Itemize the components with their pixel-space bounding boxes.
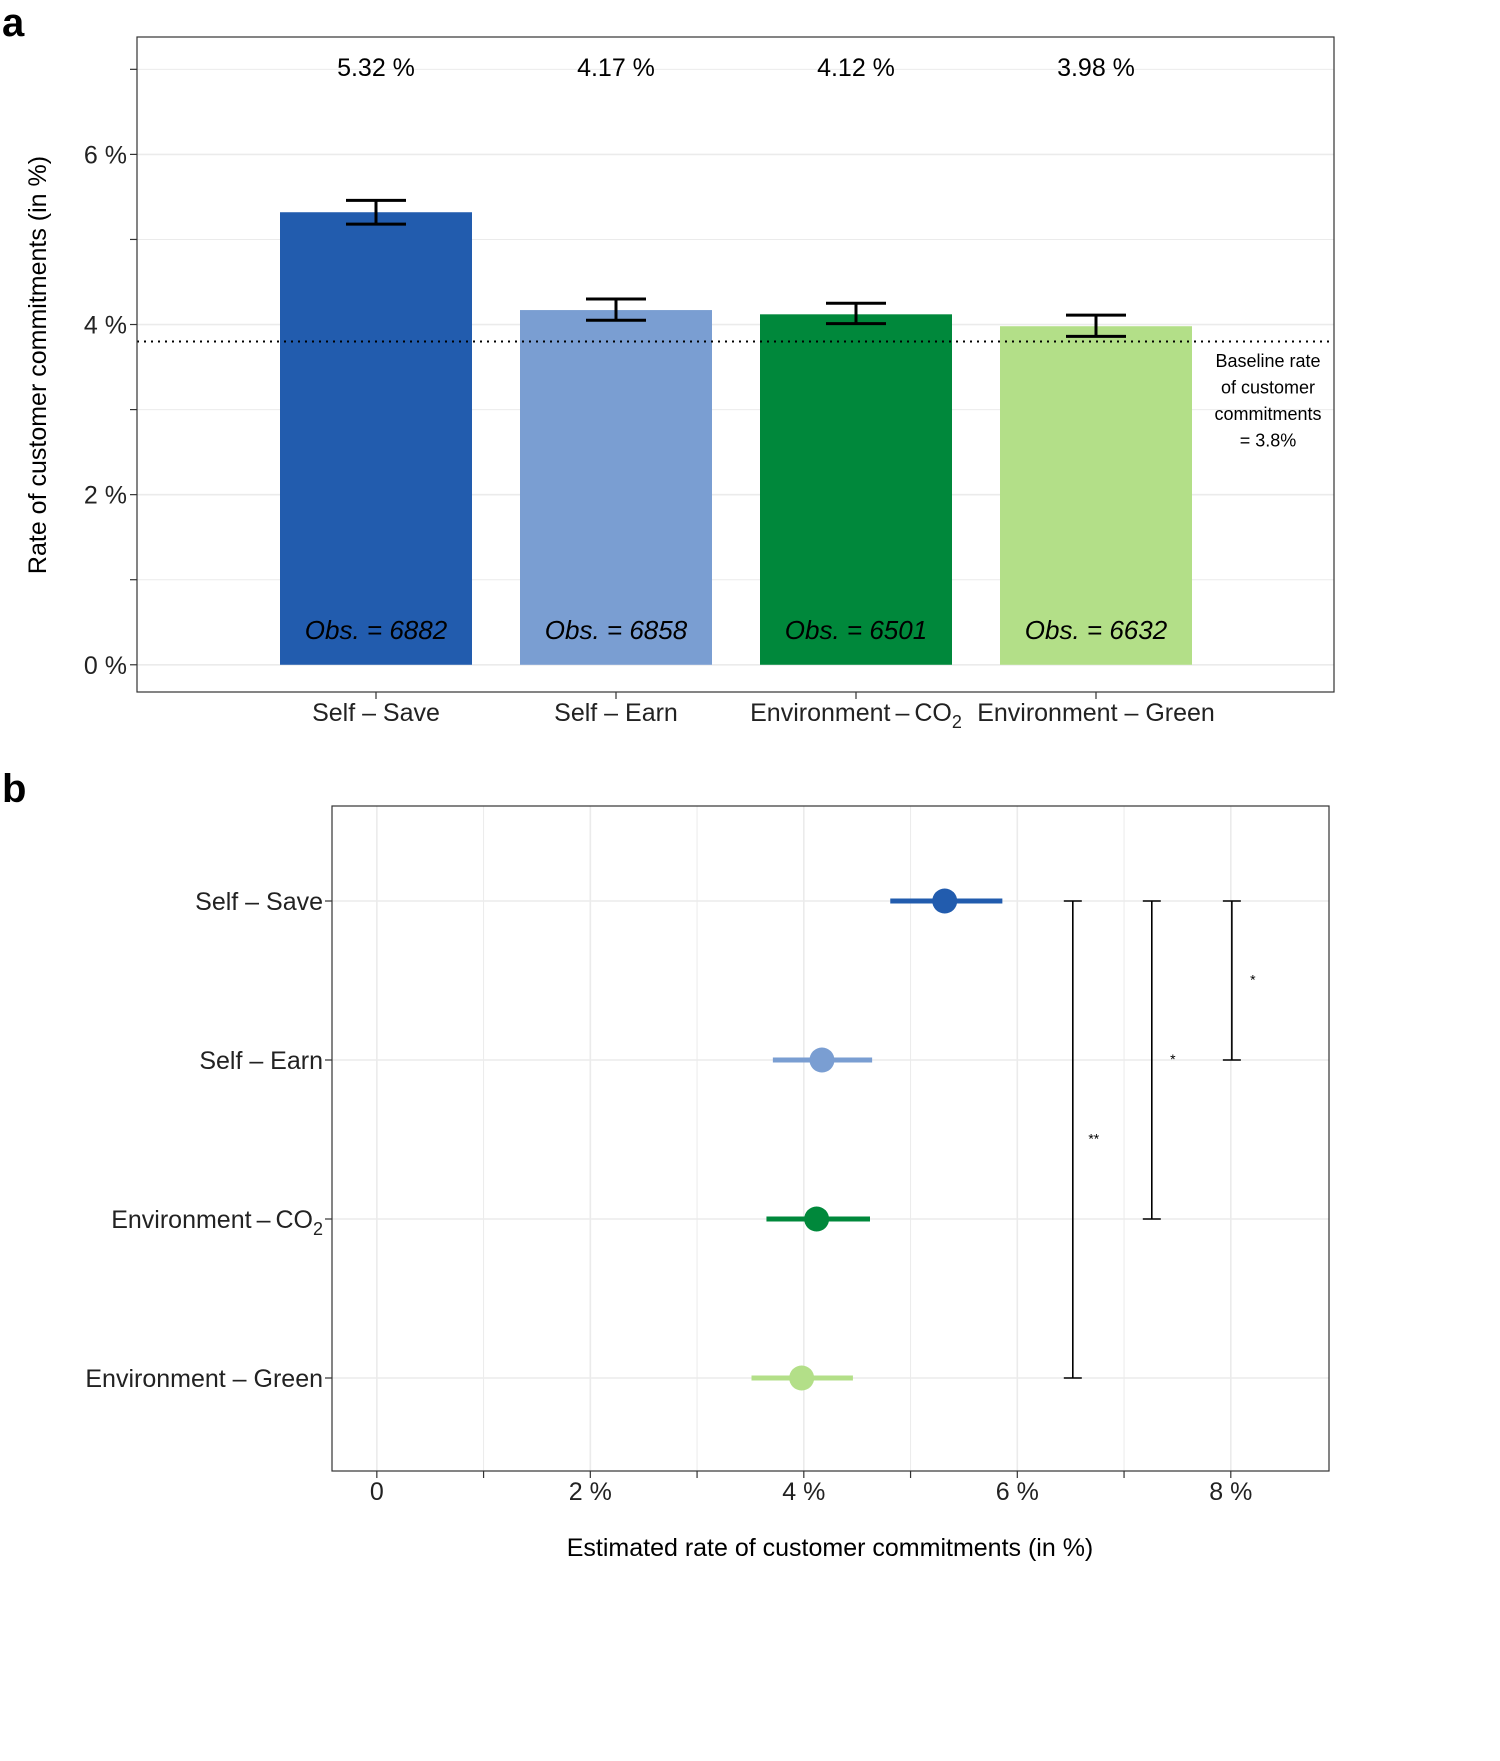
significance-label: * (1170, 1051, 1176, 1067)
panel-a-value-labels: 5.32 % 4.17 % 4.12 % 3.98 % (337, 54, 1135, 82)
error-bar (346, 198, 406, 226)
panel-a-y-axis: 0 % 2 % 4 % 6 % (84, 68, 137, 680)
x-tick-label: Self – Save (312, 699, 440, 727)
panel-b-letter: b (2, 767, 26, 811)
panel-a-error-bars (346, 198, 1126, 338)
panel-a-bars (280, 212, 1192, 665)
x-tick-label: 4 % (782, 1478, 825, 1506)
bar (280, 212, 472, 665)
y-tick-label: 6 % (84, 141, 127, 169)
panel-b-significance-brackets: **** (1063, 900, 1256, 1379)
baseline-note-line: commitments (1214, 404, 1321, 424)
x-tick-label: Self – Earn (554, 699, 678, 727)
panel-b-estimates (751, 888, 1003, 1391)
estimate (890, 888, 1003, 914)
panel-b-frame (331, 805, 1330, 1472)
y-tick-label: 0 % (84, 652, 127, 680)
bar-obs-label: Obs. = 6632 (1025, 615, 1168, 645)
estimate (766, 1206, 870, 1232)
estimate-point (809, 1047, 835, 1073)
bar-value-label: 4.12 % (817, 54, 895, 82)
x-tick-label: 0 (370, 1478, 384, 1506)
estimate-point (932, 888, 958, 914)
bar (520, 310, 712, 665)
significance-label: ** (1088, 1131, 1099, 1147)
estimate (751, 1365, 853, 1391)
bar-obs-label: Obs. = 6501 (785, 615, 927, 645)
panel-a-obs-labels: Obs. = 6882 Obs. = 6858 Obs. = 6501 Obs. = … (305, 615, 1168, 645)
x-tick-label: 6 % (996, 1478, 1039, 1506)
bar-value-label: 5.32 % (337, 54, 415, 82)
y-tick-label: Environment – CO2 (111, 1206, 323, 1239)
estimate-point (789, 1365, 815, 1391)
significance-bracket: * (1222, 900, 1256, 1061)
error-bar (1066, 313, 1126, 338)
y-tick-label: Self – Earn (199, 1047, 323, 1075)
panel-b-y-axis: Self – Save Self – Earn Environment – CO2 E… (85, 888, 332, 1393)
x-tick-label: Environment – Green (977, 699, 1215, 727)
panel-a-frame (136, 36, 1335, 693)
baseline-note: Baseline rate of customer commitments = 3.8… (1214, 351, 1321, 451)
panel-a-y-axis-title: Rate of customer commitments (in %) (24, 156, 52, 574)
x-tick-label: 8 % (1209, 1478, 1252, 1506)
panel-b-x-axis-title: Estimated rate of customer commitments (… (567, 1534, 1094, 1562)
panel-a-letter: a (2, 1, 25, 45)
error-bar (826, 301, 886, 326)
significance-bracket: * (1142, 900, 1176, 1220)
y-tick-label: Environment – Green (85, 1365, 323, 1393)
error-bar (586, 297, 646, 322)
y-tick-label: Self – Save (195, 888, 323, 916)
panel-a: a 5.32 % 4.17 % 4.12 % 3.98 % Obs. = 6882 Ob… (2, 1, 1335, 732)
bar (1000, 326, 1192, 665)
bar-obs-label: Obs. = 6882 (305, 615, 448, 645)
estimate (772, 1047, 873, 1073)
significance-bracket: ** (1063, 900, 1100, 1379)
bar (760, 314, 952, 665)
panel-a-x-axis: Self – Save Self – Earn Environment – CO2 E… (312, 692, 1215, 732)
bar-value-label: 3.98 % (1057, 54, 1135, 82)
bar-value-label: 4.17 % (577, 54, 655, 82)
baseline-note-line: = 3.8% (1240, 431, 1297, 451)
x-tick-label: Environment – CO2 (750, 699, 962, 732)
bar-obs-label: Obs. = 6858 (545, 615, 688, 645)
baseline-note-line: Baseline rate (1215, 351, 1320, 371)
estimate-point (804, 1206, 830, 1232)
baseline-note-line: of customer (1221, 378, 1315, 398)
y-tick-label: 2 % (84, 482, 127, 510)
panel-b-x-axis: 0 2 % 4 % 6 % 8 % (370, 1471, 1252, 1506)
x-tick-label: 2 % (569, 1478, 612, 1506)
y-tick-label: 4 % (84, 312, 127, 340)
panel-b-plot-background (332, 806, 1329, 1471)
significance-label: * (1250, 972, 1256, 988)
